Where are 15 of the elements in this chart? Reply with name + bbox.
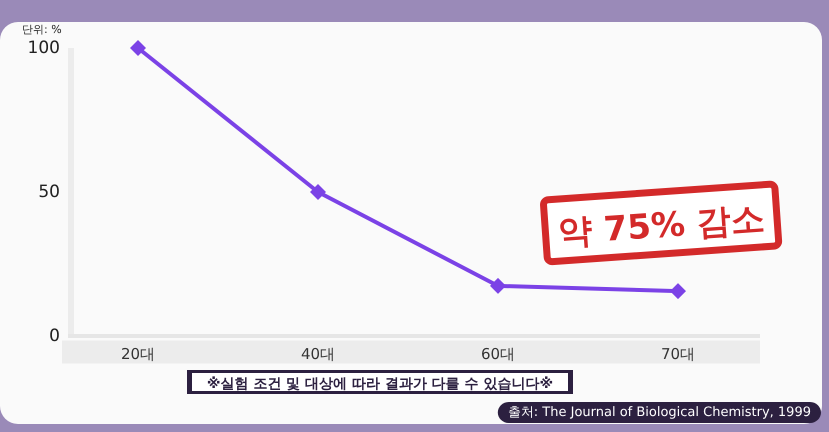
x-tick-label: 20대 — [120, 345, 156, 363]
y-axis-title: 단위: % — [22, 23, 62, 36]
y-tick-label: 0 — [49, 326, 60, 346]
x-tick-label: 40대 — [300, 345, 336, 363]
text: ※실험 조건 및 대상에 따라 결과가 다를 수 있습니다※ — [206, 376, 554, 392]
x-tick-label: 60대 — [480, 345, 516, 363]
x-tick-label: 70대 — [660, 345, 696, 363]
point — [310, 184, 326, 200]
point — [490, 278, 506, 294]
point — [670, 283, 686, 300]
point — [130, 40, 146, 56]
y-tick-label: 50 — [38, 182, 60, 202]
annotation: 약 75% 감소 — [556, 198, 766, 254]
y-tick-label: 100 — [28, 38, 60, 58]
source-note: 출처: The Journal of Biological Chemistry, 1999 — [508, 405, 811, 420]
